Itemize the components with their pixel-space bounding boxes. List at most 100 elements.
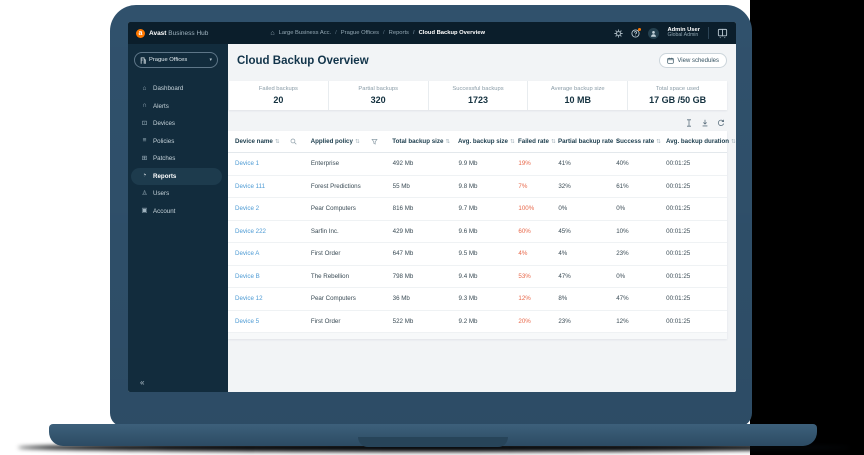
stat-successful-backups: Successful backups 1723 xyxy=(427,81,528,110)
column-header-avg-backup-size[interactable]: Avg. backup size ⇅ xyxy=(451,138,515,145)
column-header-applied-policy[interactable]: Applied policy ⇅ xyxy=(304,138,386,145)
sidebar-item-label: Reports xyxy=(153,172,177,180)
refresh-icon[interactable] xyxy=(717,119,725,127)
app-body: Prague Offices ▾ ⌂ Dashboard ∩ xyxy=(128,44,736,392)
help-icon[interactable] xyxy=(631,27,642,38)
sort-icon[interactable]: ⇅ xyxy=(731,138,736,145)
sidebar-item-users[interactable]: ♙ Users xyxy=(131,185,222,203)
cell-applied-policy: The Rebellion xyxy=(310,272,350,280)
cell-success-rate: 12% xyxy=(616,317,629,325)
cell-total-backup-size: 36 Mb xyxy=(392,295,410,303)
stat-value: 17 GB /50 GB xyxy=(649,94,707,105)
cell-avg-backup-duration: 00:01:25 xyxy=(666,182,691,190)
sidebar-item-account[interactable]: ▣ Account xyxy=(131,203,222,221)
brand-bold: Avast xyxy=(149,29,167,37)
cell-failed-rate: 12% xyxy=(518,295,531,303)
sort-icon[interactable]: ⇅ xyxy=(354,138,360,145)
sidebar-item-dashboard[interactable]: ⌂ Dashboard xyxy=(131,80,222,98)
device-name-link[interactable]: Device 1 xyxy=(235,160,260,168)
table-footer-strip xyxy=(228,333,727,339)
org-selector-dropdown[interactable]: Prague Offices ▾ xyxy=(134,52,218,68)
search-icon[interactable] xyxy=(290,138,297,145)
cell-avg-backup-size: 9.8 Mb xyxy=(458,182,478,190)
user-menu[interactable]: Admin User Global Admin xyxy=(667,27,700,40)
device-name-link[interactable]: Device 12 xyxy=(235,295,263,303)
background-black-panel xyxy=(750,0,864,455)
table-header-row: Device name ⇅ Applied policy ⇅ xyxy=(228,131,736,153)
policies-icon: ≡ xyxy=(142,137,147,144)
device-name-link[interactable]: Device 111 xyxy=(235,182,266,190)
column-header-total-backup-size[interactable]: Total backup size ⇅ xyxy=(385,138,451,145)
column-header-failed-rate[interactable]: Failed rate ⇅ xyxy=(511,138,556,145)
console-switcher-icon[interactable] xyxy=(717,28,728,39)
sidebar-item-alerts[interactable]: ∩ Alerts xyxy=(131,98,222,116)
sort-icon[interactable]: ⇅ xyxy=(445,138,451,145)
device-name-link[interactable]: Device A xyxy=(235,250,260,258)
stat-value: 10 MB xyxy=(564,94,592,105)
cell-total-backup-size: 429 Mb xyxy=(392,227,414,235)
avast-logo-icon[interactable]: a xyxy=(136,28,145,38)
sort-icon[interactable]: ⇅ xyxy=(656,138,661,145)
cell-avg-backup-size: 9.9 Mb xyxy=(458,160,478,168)
column-header-device-name[interactable]: Device name ⇅ xyxy=(228,138,304,145)
cell-total-backup-size: 522 Mb xyxy=(392,317,414,325)
sidebar-collapse-icon[interactable]: « xyxy=(140,378,145,387)
sidebar-item-patches[interactable]: ⊞ Patches xyxy=(131,150,222,168)
home-icon[interactable]: ⌂ xyxy=(270,29,275,37)
table-body: Device 1 Enterprise 492 Mb 9.9 Mb 19% 41… xyxy=(228,153,727,333)
sidebar-item-label: Alerts xyxy=(153,102,169,110)
device-name-link[interactable]: Device 2 xyxy=(235,205,260,213)
cell-total-backup-size: 55 Mb xyxy=(392,182,410,190)
cell-success-rate: 10% xyxy=(616,227,629,235)
breadcrumb-item-cloud-backup-overview[interactable]: Cloud Backup Overview xyxy=(413,30,485,36)
cell-partial-backup-rate: 4% xyxy=(558,250,568,258)
filter-funnel-icon[interactable] xyxy=(371,138,378,145)
sidebar: Prague Offices ▾ ⌂ Dashboard ∩ xyxy=(128,44,228,392)
sidebar-item-devices[interactable]: ⊡ Devices xyxy=(131,115,222,133)
stat-value: 320 xyxy=(370,94,386,105)
table-toolbar xyxy=(228,117,727,128)
breadcrumb: ⌂ Large Business Acc.Prague Offices Repor… xyxy=(270,30,485,37)
sidebar-item-policies[interactable]: ≡ Policies xyxy=(131,133,222,151)
topbar-divider xyxy=(708,27,709,39)
table-row: Device 222 Sarfin Inc. 429 Mb 9.6 Mb 60%… xyxy=(228,221,727,243)
brand-rest: Business Hub xyxy=(168,29,209,37)
sort-icon[interactable]: ⇅ xyxy=(615,138,620,145)
table-row: Device 5 First Order 522 Mb 9.2 Mb 20% 2… xyxy=(228,311,727,333)
breadcrumb-item-prague-offices[interactable]: Prague Offices xyxy=(335,30,379,36)
row-height-icon[interactable] xyxy=(685,118,693,127)
cell-success-rate: 23% xyxy=(616,250,629,258)
account-icon: ▣ xyxy=(141,207,148,214)
download-icon[interactable] xyxy=(701,119,709,127)
settings-gear-icon[interactable] xyxy=(614,28,624,38)
alerts-bell-icon: ∩ xyxy=(142,102,147,109)
breadcrumb-item-reports[interactable]: Reports xyxy=(383,30,409,36)
cell-avg-backup-duration: 00:01:25 xyxy=(666,250,691,258)
laptop-bezel: a Avast Business Hub ⌂ Large Business Ac… xyxy=(110,5,752,427)
sort-icon[interactable]: ⇅ xyxy=(509,138,515,145)
column-header-success-rate[interactable]: Success rate ⇅ xyxy=(609,138,661,145)
device-name-link[interactable]: Device 5 xyxy=(235,317,260,325)
sort-icon[interactable]: ⇅ xyxy=(550,138,556,145)
column-header-partial-backup-rate[interactable]: Partial backup rate ⇅ xyxy=(551,138,620,145)
cell-success-rate: 47% xyxy=(616,295,629,303)
column-label: Device name xyxy=(235,138,273,145)
device-name-link[interactable]: Device 222 xyxy=(235,227,266,235)
cell-avg-backup-size: 9.4 Mb xyxy=(458,272,478,280)
cell-avg-backup-size: 9.7 Mb xyxy=(458,205,478,213)
stat-total-space-used: Total space used 17 GB /50 GB xyxy=(627,81,727,110)
cell-avg-backup-duration: 00:01:25 xyxy=(666,295,691,303)
view-schedules-button[interactable]: View schedules xyxy=(659,53,727,68)
cell-avg-backup-size: 9.5 Mb xyxy=(458,250,478,258)
sort-icon[interactable]: ⇅ xyxy=(274,138,280,145)
cell-partial-backup-rate: 32% xyxy=(558,182,571,190)
cell-avg-backup-size: 9.2 Mb xyxy=(458,317,478,325)
avatar[interactable] xyxy=(648,27,660,39)
cell-success-rate: 0% xyxy=(616,272,626,280)
sidebar-item-reports[interactable]: ◔ Reports xyxy=(131,167,222,185)
column-header-avg-backup-duration[interactable]: Avg. backup duration ⇅ xyxy=(659,138,736,145)
breadcrumb-item-large-business-acc[interactable]: Large Business Acc. xyxy=(278,30,332,36)
device-name-link[interactable]: Device B xyxy=(235,272,260,280)
stat-value: 1723 xyxy=(467,94,488,105)
cell-success-rate: 0% xyxy=(616,205,626,213)
